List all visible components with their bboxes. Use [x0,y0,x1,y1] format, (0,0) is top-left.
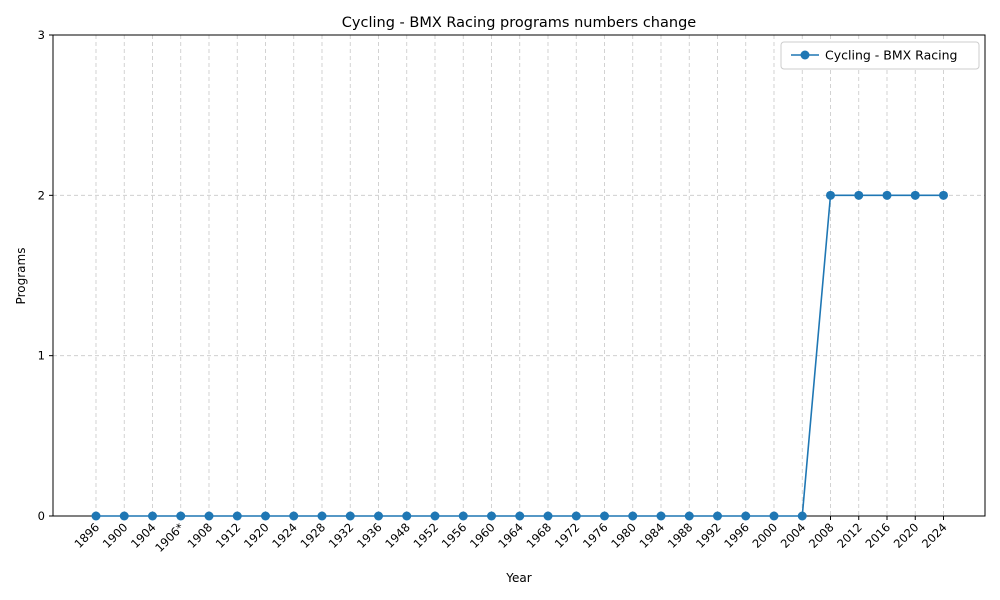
chart-title: Cycling - BMX Racing programs numbers ch… [342,15,696,31]
y-axis-label: Programs [14,248,28,305]
y-axis-ticks: 0 1 2 3 [38,28,53,523]
data-point [769,511,779,521]
data-point [374,511,383,521]
legend-marker-sample [800,50,810,60]
data-point [458,511,468,521]
data-point [204,511,214,521]
data-point [600,511,609,521]
data-point [543,511,553,521]
data-point [797,511,807,521]
data-point [345,511,355,521]
x-axis-label: Year [505,571,531,585]
data-point [854,190,864,200]
data-point [487,511,496,521]
data-point [656,511,666,521]
series-layer [91,190,948,521]
data-point [882,190,892,200]
grid-lines [53,35,985,516]
legend-box [780,41,980,70]
data-point [826,190,835,200]
data-point [232,511,242,521]
y-tick-label: 3 [38,28,45,42]
y-tick-label: 2 [38,188,45,202]
data-point [289,511,299,521]
y-tick-label: 0 [38,509,45,523]
data-point [628,511,638,521]
data-point [571,511,581,521]
data-point [515,511,525,521]
y-tick-label: 1 [38,349,45,363]
data-point [261,511,270,521]
data-point [91,511,101,521]
data-point [741,511,751,521]
data-point [148,511,157,521]
data-point [402,511,412,521]
data-point [119,511,129,521]
data-point [713,511,722,521]
data-point [430,511,440,521]
legend-entry-cycling-bmx-racing: Cycling - BMX Racing [825,48,957,63]
data-point [176,511,186,521]
data-point [317,511,327,521]
data-point [939,190,948,200]
legend: Cycling - BMX Racing [780,41,980,70]
data-point [910,190,920,200]
data-point [684,511,694,521]
